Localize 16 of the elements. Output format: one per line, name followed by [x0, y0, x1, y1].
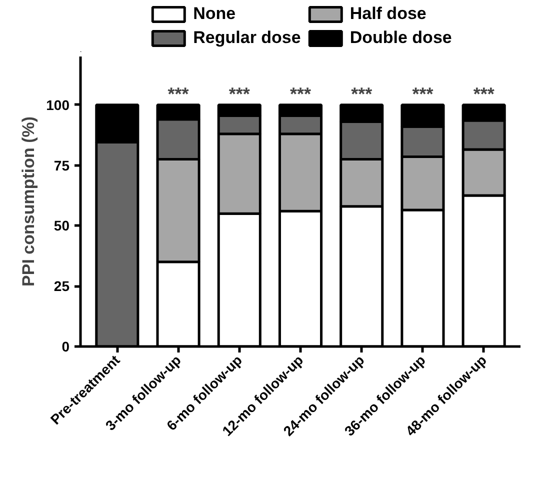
annotation: ***: [351, 84, 372, 104]
annotation: ***: [290, 84, 312, 104]
y-axis-title: PPI consumption (%): [19, 116, 38, 286]
legend-label: None: [193, 4, 236, 24]
legend-label: Half dose: [350, 4, 426, 24]
annotation: ***: [473, 84, 494, 104]
annotation: ***: [228, 84, 250, 104]
y-tick-label: 0: [62, 338, 70, 354]
legend-label: Regular dose: [193, 28, 301, 48]
y-tick-label: 50: [54, 218, 70, 234]
y-tick-label: 75: [54, 157, 70, 174]
y-tick-label: 25: [54, 278, 70, 294]
annotation: ***: [168, 84, 189, 104]
y-tick-label: 100: [46, 96, 70, 113]
legend-label: Double dose: [350, 28, 452, 48]
annotation: ***: [412, 84, 434, 104]
